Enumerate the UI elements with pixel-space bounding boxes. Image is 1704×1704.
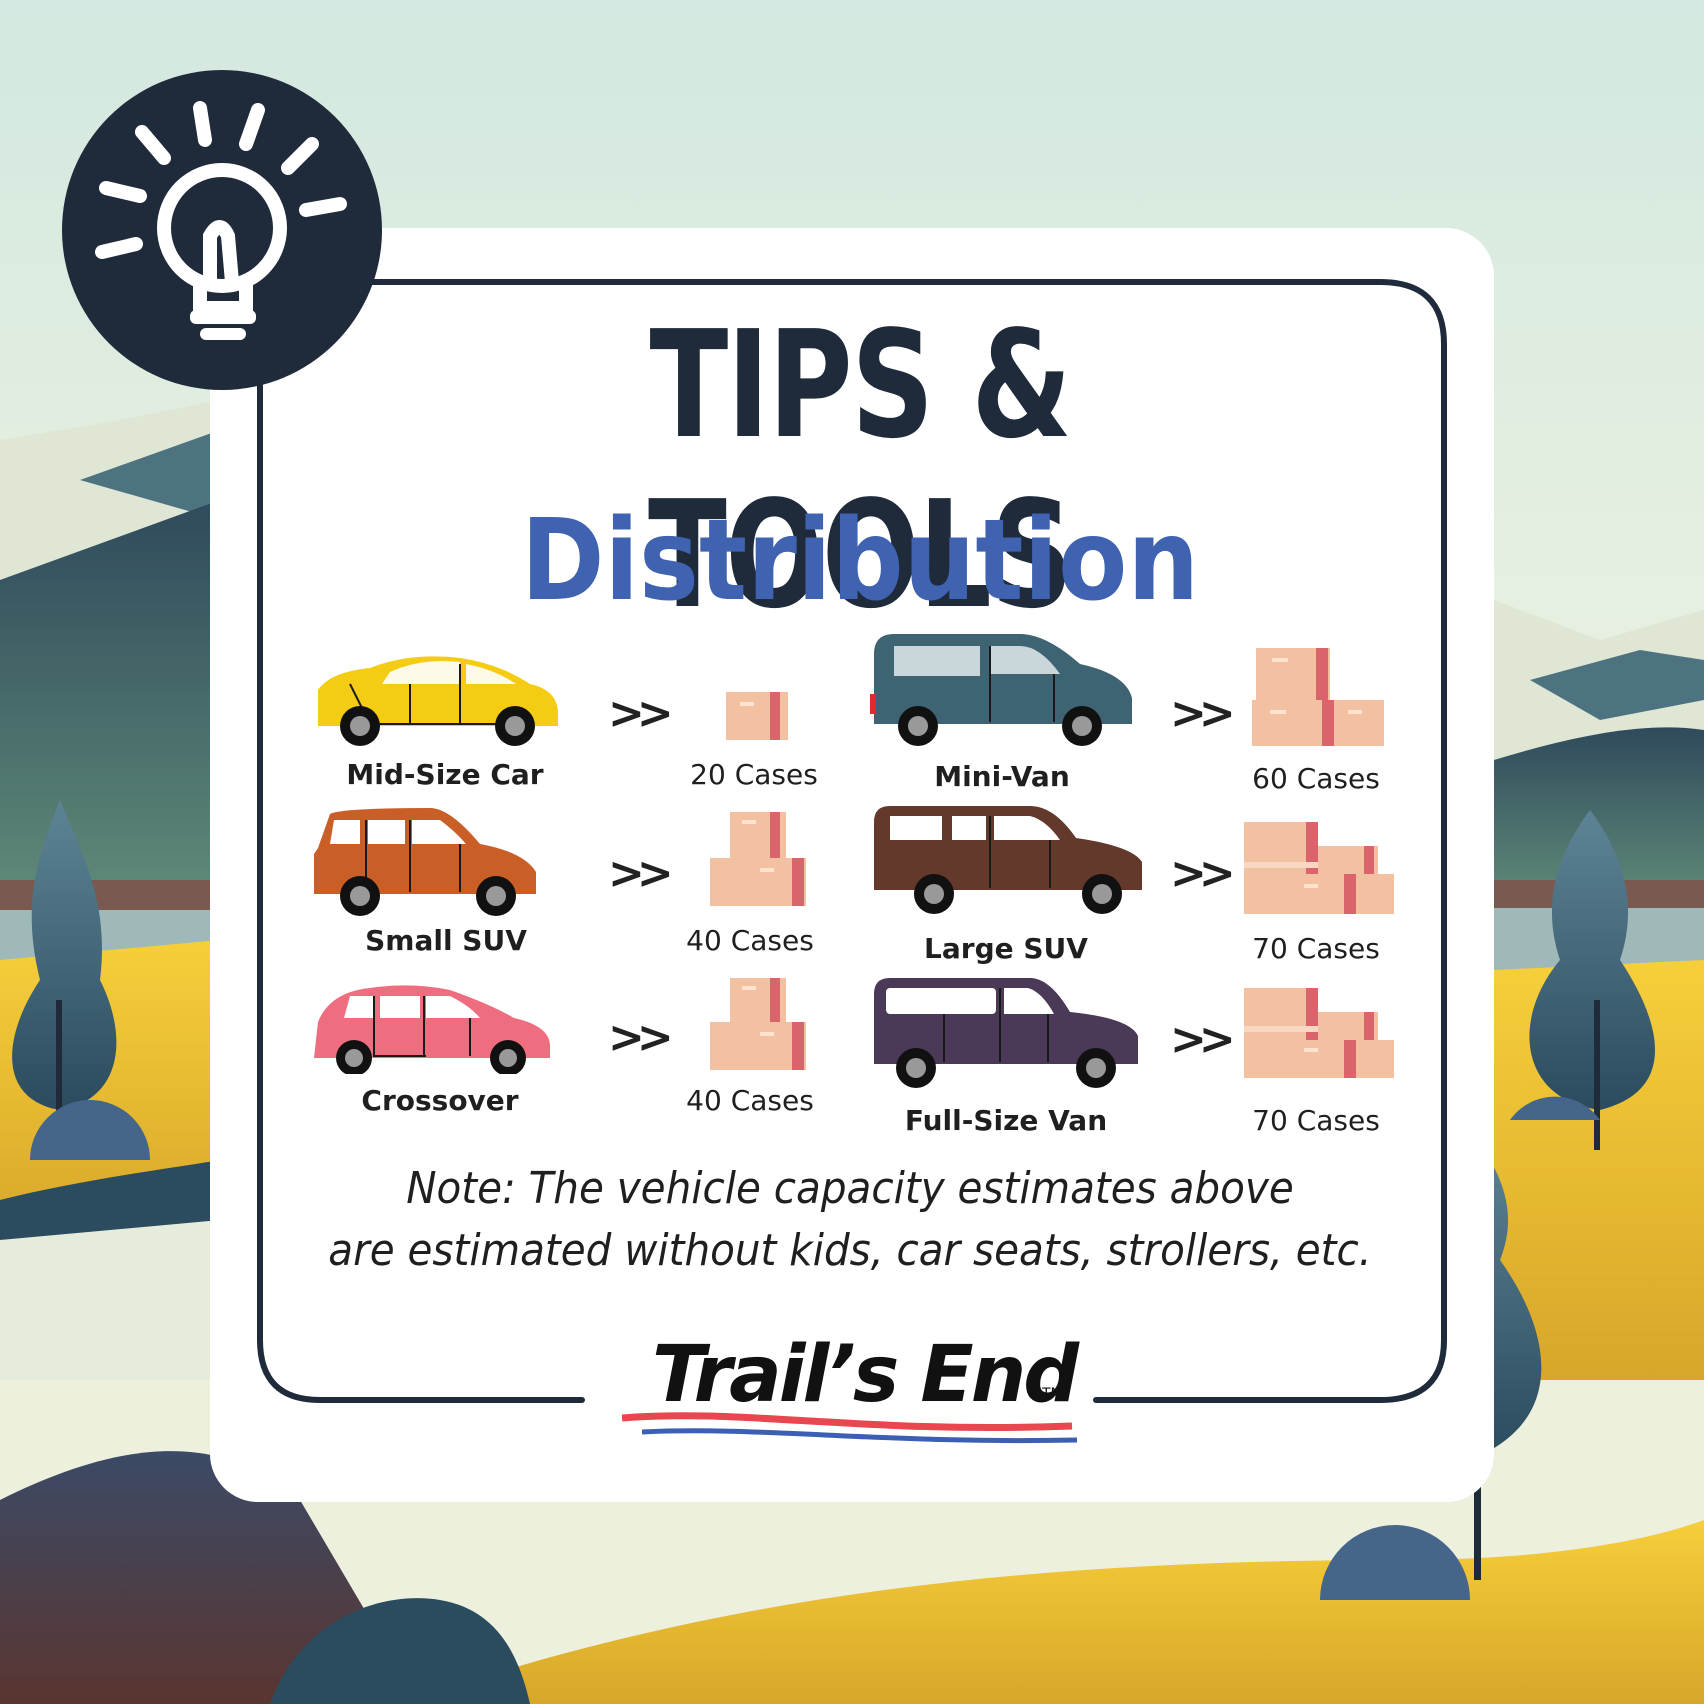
page-subtitle: Distribution xyxy=(520,496,1200,626)
arrow-icon: >> xyxy=(608,848,674,899)
box-icon xyxy=(710,812,806,906)
vehicle-label: Mini-Van xyxy=(934,760,1070,793)
cases-label: 60 Cases xyxy=(1252,762,1380,795)
logo-text: Trail’s End xyxy=(652,1330,1079,1420)
vehicle-label: Small SUV xyxy=(365,924,527,957)
cases-label: 70 Cases xyxy=(1252,932,1380,965)
full-size-van-icon xyxy=(874,978,1138,1088)
box-icon xyxy=(1252,648,1384,746)
box-icon xyxy=(1244,822,1394,914)
mini-van-icon xyxy=(870,634,1132,746)
cases-label: 20 Cases xyxy=(690,758,818,791)
lightbulb-icon xyxy=(62,70,382,390)
logo-swoosh xyxy=(622,1412,1078,1444)
small-suv-icon xyxy=(314,808,536,916)
vehicle-label: Large SUV xyxy=(924,932,1088,965)
vehicle-label: Mid-Size Car xyxy=(346,758,544,791)
vehicle-label: Full-Size Van xyxy=(904,1104,1108,1137)
arrow-icon: >> xyxy=(1170,688,1236,739)
arrow-icon: >> xyxy=(608,688,674,739)
cases-label: 70 Cases xyxy=(1252,1104,1380,1137)
cases-label: 40 Cases xyxy=(686,1084,814,1117)
capacity-note: Note: The vehicle capacity estimates abo… xyxy=(307,1158,1393,1282)
trademark-mark: TM xyxy=(1042,1386,1063,1402)
note-line-1: Note: The vehicle capacity estimates abo… xyxy=(406,1163,1294,1214)
vehicle-label: Crossover xyxy=(361,1084,519,1117)
page-title: TIPS & TOOLS xyxy=(648,299,1073,641)
arrow-icon: >> xyxy=(1170,1014,1236,1065)
large-suv-icon xyxy=(874,806,1142,914)
mid-size-car-icon xyxy=(318,656,558,746)
arrow-icon: >> xyxy=(608,1012,674,1063)
trails-end-logo: Trail’s End TM xyxy=(612,1330,1092,1460)
note-line-2: are estimated without kids, car seats, s… xyxy=(328,1225,1372,1276)
box-icon xyxy=(726,692,788,740)
arrow-icon: >> xyxy=(1170,848,1236,899)
box-icon xyxy=(710,978,806,1070)
cases-label: 40 Cases xyxy=(686,924,814,957)
box-icon xyxy=(1244,988,1394,1078)
crossover-icon xyxy=(314,985,550,1074)
